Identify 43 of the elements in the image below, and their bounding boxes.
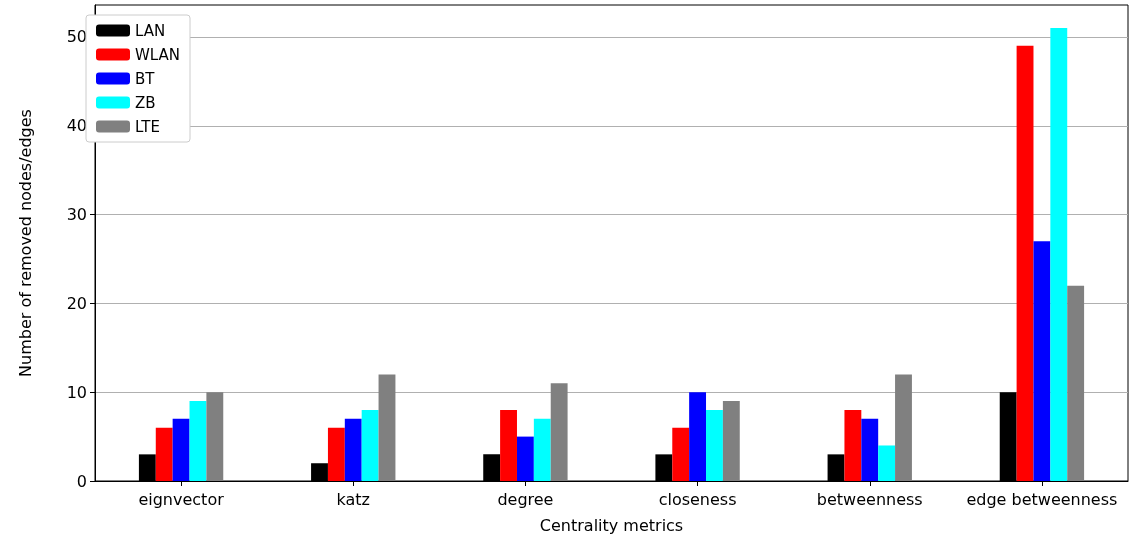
y-tick-label: 50 <box>66 27 87 47</box>
bar <box>155 427 173 481</box>
x-tick-label: eignvector <box>138 489 225 509</box>
x-tick-label: betweenness <box>816 489 923 509</box>
bar <box>533 418 551 481</box>
bar <box>672 427 690 481</box>
bar <box>550 383 568 481</box>
bar <box>722 401 740 481</box>
bar <box>706 409 723 481</box>
bar <box>895 374 912 481</box>
y-axis-title: Number of removed nodes/edges <box>15 109 35 377</box>
x-tick-label: edge betweenness <box>966 489 1118 509</box>
y-tick-label: 40 <box>66 116 87 136</box>
x-tick-label: degree <box>497 489 554 509</box>
bar <box>844 409 862 481</box>
bar <box>344 418 362 481</box>
bar <box>689 392 707 481</box>
bar <box>327 427 345 481</box>
y-tick-label: 0 <box>76 471 87 491</box>
x-tick-label: katz <box>336 489 370 509</box>
bar <box>878 445 896 481</box>
x-tick-label: closeness <box>658 489 737 509</box>
bar <box>1067 285 1085 481</box>
y-tick-label: 20 <box>66 293 87 313</box>
x-axis-title: Centrality metrics <box>539 515 684 535</box>
bar <box>206 392 224 481</box>
bar <box>378 374 396 481</box>
legend-label: WLAN <box>135 45 181 64</box>
legend-label: LTE <box>135 117 160 136</box>
bar <box>189 401 207 481</box>
y-tick-label: 30 <box>66 205 87 225</box>
bar <box>500 409 517 481</box>
bar <box>172 418 190 481</box>
legend-label: ZB <box>135 93 156 112</box>
bar <box>361 409 379 481</box>
y-tick-label: 10 <box>66 382 87 402</box>
bar <box>516 436 534 481</box>
legend-label: BT <box>135 69 156 88</box>
legend-label: LAN <box>135 21 166 40</box>
bar <box>1050 28 1068 481</box>
bar <box>1033 241 1051 481</box>
bar <box>861 418 879 481</box>
bar <box>1016 45 1034 481</box>
